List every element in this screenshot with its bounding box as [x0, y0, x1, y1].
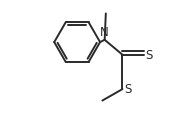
Text: S: S: [125, 82, 132, 95]
Text: N: N: [100, 25, 109, 38]
Text: S: S: [146, 49, 153, 62]
